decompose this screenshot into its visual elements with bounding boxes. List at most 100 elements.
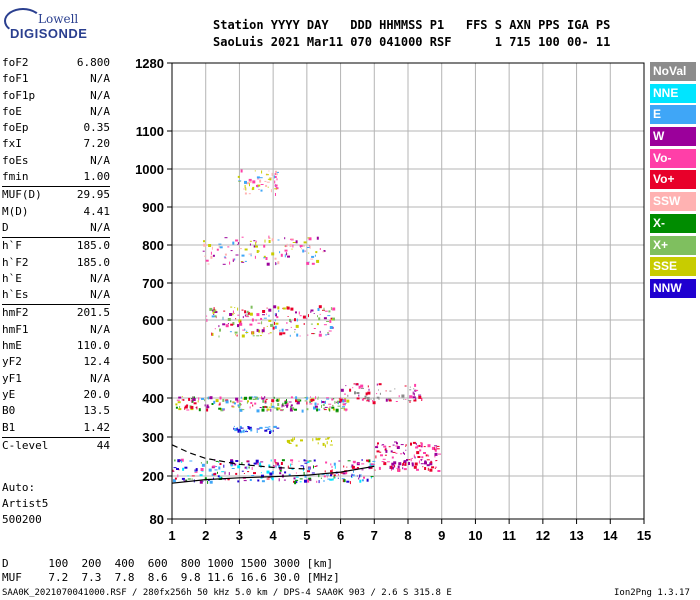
echo-point xyxy=(349,388,352,392)
legend-item-nne: NNE xyxy=(650,83,696,103)
echo-point xyxy=(231,401,235,403)
echo-point xyxy=(229,261,231,265)
echo-point xyxy=(344,408,348,411)
echo-point xyxy=(290,326,292,328)
echo-point xyxy=(237,404,240,407)
echo-point xyxy=(425,454,428,457)
echo-point xyxy=(300,246,302,248)
echo-point xyxy=(293,477,296,480)
echo-point xyxy=(386,461,390,463)
echo-point xyxy=(409,401,411,403)
echo-point xyxy=(201,463,205,467)
echo-point xyxy=(256,428,260,430)
echo-point xyxy=(410,442,412,446)
echo-point xyxy=(356,475,358,477)
echo-point xyxy=(265,174,269,176)
echo-point xyxy=(370,476,372,479)
echo-point xyxy=(327,437,330,440)
echo-point xyxy=(273,425,277,428)
echo-point xyxy=(260,317,263,320)
echo-point xyxy=(290,439,294,442)
echo-point xyxy=(413,399,417,402)
echo-point xyxy=(268,428,270,430)
echo-point xyxy=(253,396,257,398)
legend-item-noval: NoVal xyxy=(650,62,696,81)
echo-point xyxy=(319,248,321,250)
echo-point xyxy=(194,470,197,472)
echo-point xyxy=(241,309,244,311)
echo-point xyxy=(361,459,363,461)
echo-point xyxy=(249,323,253,326)
echo-point xyxy=(251,475,255,476)
echo-point xyxy=(278,398,280,402)
echo-point xyxy=(234,307,236,309)
echo-point xyxy=(394,388,396,390)
echo-point xyxy=(234,258,236,261)
x-tick-label: 14 xyxy=(603,528,618,543)
echo-point xyxy=(424,467,427,470)
autoscaling-info: Auto: Artist5 500200 xyxy=(2,480,48,528)
param-name: hmF2 xyxy=(2,306,29,320)
echo-point xyxy=(184,466,188,469)
echo-point xyxy=(295,444,298,447)
echo-point xyxy=(359,474,361,478)
param-value: N/A xyxy=(90,104,110,118)
echo-point xyxy=(214,311,218,313)
logo-lowell: Lowell xyxy=(38,12,79,26)
echo-point xyxy=(287,316,289,317)
echo-point xyxy=(191,475,195,477)
echo-point xyxy=(224,237,228,239)
echo-point xyxy=(296,403,299,405)
param-row: fmin 1.00 xyxy=(2,169,110,185)
echo-point xyxy=(393,461,397,465)
echo-point xyxy=(244,310,247,314)
echo-point xyxy=(269,431,271,434)
echo-point xyxy=(181,477,185,480)
echo-point xyxy=(213,307,215,311)
echo-point xyxy=(331,440,332,443)
echo-point xyxy=(376,383,378,386)
echo-point xyxy=(283,479,286,481)
scaled-parameters-panel: foF2 6.800 foF1 N/A foF1p N/A foE N/A foEp 0.35 fx… xyxy=(2,55,110,454)
echo-point xyxy=(233,312,235,314)
echo-point xyxy=(337,405,341,407)
echo-point xyxy=(294,331,296,333)
legend-item-x: X+ xyxy=(650,235,696,255)
param-value: N/A xyxy=(90,153,110,167)
echo-point xyxy=(375,446,379,449)
echo-point xyxy=(404,385,407,387)
echo-point xyxy=(230,460,234,464)
y-tick-label: 1000 xyxy=(135,162,164,177)
echo-point xyxy=(232,258,235,261)
echo-point xyxy=(304,474,307,478)
echo-point xyxy=(230,464,233,467)
echo-point xyxy=(276,187,279,190)
param-value: N/A xyxy=(90,322,110,336)
echo-point xyxy=(286,243,288,247)
echo-point xyxy=(272,430,274,432)
echo-point xyxy=(267,178,270,180)
echo-point xyxy=(383,462,387,466)
echo-point xyxy=(244,180,247,184)
echo-point xyxy=(268,240,271,243)
x-tick-label: 4 xyxy=(270,528,278,543)
echo-point xyxy=(376,450,380,453)
echo-point xyxy=(394,464,396,467)
param-name: B0 xyxy=(2,404,16,418)
echo-point xyxy=(311,255,315,258)
echo-point xyxy=(346,399,350,403)
echo-point xyxy=(340,472,344,474)
header-row-1: Station YYYY DAY DDD HHMMSS P1 FFS S AXN… xyxy=(213,18,611,32)
echo-point xyxy=(281,459,285,462)
x-tick-label: 8 xyxy=(404,528,411,543)
echo-point xyxy=(413,465,417,469)
param-name: M(D) xyxy=(2,204,29,218)
echo-point xyxy=(294,481,297,485)
echo-point xyxy=(304,460,308,462)
echo-point xyxy=(214,315,217,318)
echo-point xyxy=(315,251,318,254)
echo-point xyxy=(424,460,427,464)
echo-point xyxy=(295,324,299,328)
echo-point xyxy=(377,442,379,445)
